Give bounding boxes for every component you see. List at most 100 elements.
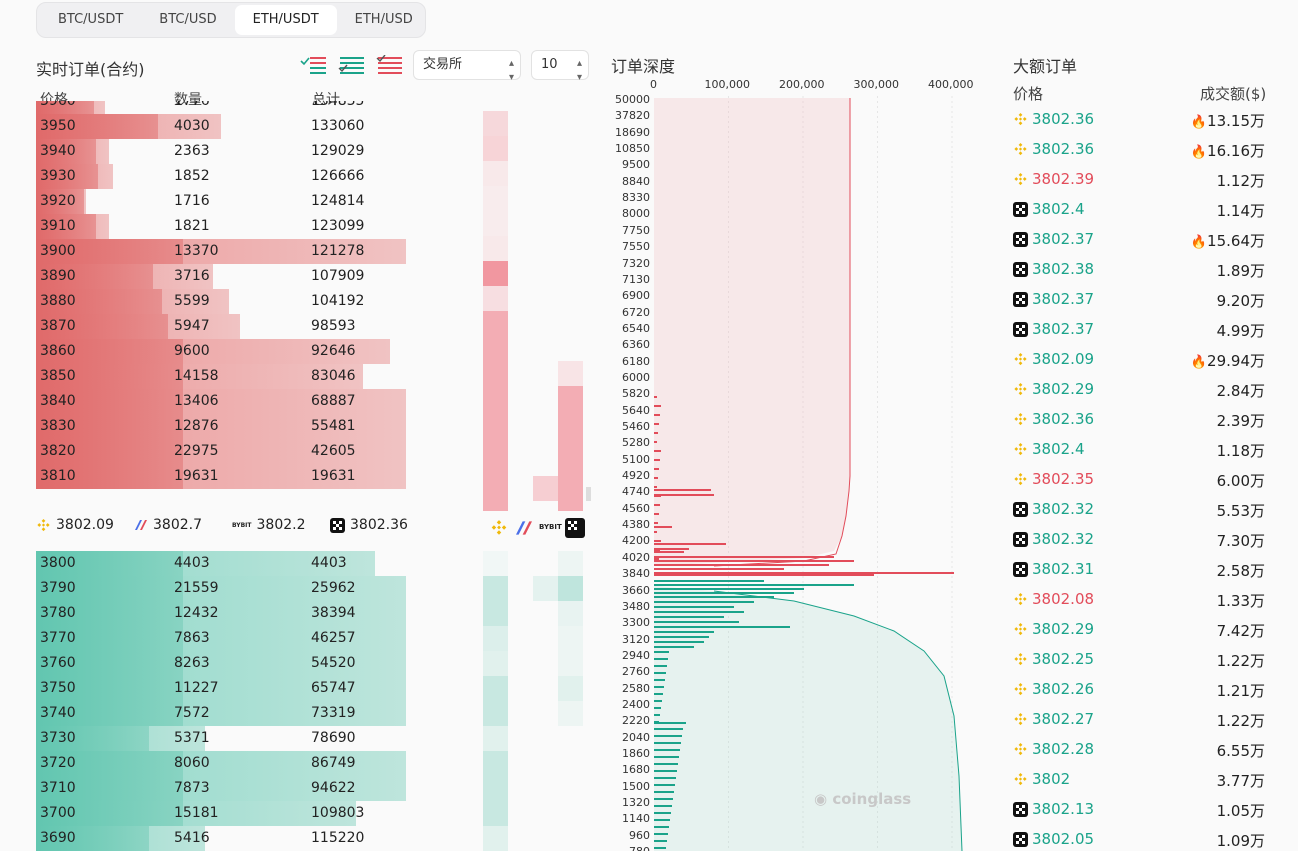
ask-row[interactable]: 3960 1776 134835 [36,101,436,114]
big-order-row[interactable]: 3802.05 1.09万 [1013,824,1273,851]
ask-row[interactable]: 3810 19631 19631 [36,464,436,489]
binance-icon [1014,472,1027,485]
ask-row[interactable]: 3850 14158 83046 [36,364,436,389]
bid-row[interactable]: 3740 7572 73319 [36,701,436,726]
okx-icon [1013,231,1028,247]
bid-row[interactable]: 3770 7863 46257 [36,626,436,651]
bid-row[interactable]: 3730 5371 78690 [36,726,436,751]
ask-heat-cell [483,161,508,186]
ask-row[interactable]: 3940 2363 129029 [36,139,436,164]
big-order-row[interactable]: 3802 3.77万 [1013,764,1273,794]
big-order-row[interactable]: 3802.4 1.18万 [1013,434,1273,464]
okx-icon [1013,501,1028,517]
big-order-amount-value: 16.16万 [1207,142,1265,160]
bybit-icon[interactable]: BYBIT [539,523,562,531]
view-bids-icon[interactable] [338,55,366,75]
tab-eth-usd[interactable]: ETH/USD [354,12,413,27]
tab-btc-usd[interactable]: BTC/USD [159,12,217,27]
depth-y-tick: 4560 [622,501,650,515]
bid-depth-bar [654,763,678,765]
big-order-amount: 3.77万 [1217,770,1265,791]
ask-row[interactable]: 3900 13370 121278 [36,239,436,264]
binance-icon[interactable] [490,519,508,537]
bid-row[interactable]: 3760 8263 54520 [36,651,436,676]
big-order-price: 3802.31 [1013,560,1094,578]
tab-btc-usdt[interactable]: BTC/USDT [58,12,124,27]
ask-row[interactable]: 3950 4030 133060 [36,114,436,139]
ask-price: 3830 [40,418,76,434]
bid-price: 3720 [40,755,76,771]
bid-row[interactable]: 3780 12432 38394 [36,601,436,626]
big-order-row[interactable]: 3802.36 🔥16.16万 [1013,134,1273,164]
ask-row[interactable]: 3930 1852 126666 [36,164,436,189]
bid-heat-cell [483,626,508,651]
depth-y-tick: 10850 [615,142,650,156]
ask-row[interactable]: 3910 1821 123099 [36,214,436,239]
pair-tabs: BTC/USDT BTC/USD ETH/USDT ETH/USD [36,2,426,38]
big-order-row[interactable]: 3802.13 1.05万 [1013,794,1273,824]
bid-depth-bar [654,791,674,793]
ask-row[interactable]: 3840 13406 68887 [36,389,436,414]
bid-row[interactable]: 3700 15181 109803 [36,801,436,826]
big-order-row[interactable]: 3802.32 7.30万 [1013,524,1273,554]
exchange-select[interactable]: 交易所 ▴ ▾ [413,50,521,83]
ask-row[interactable]: 3820 22975 42605 [36,439,436,464]
view-both-icon[interactable] [300,55,328,75]
big-order-price: 3802.37 [1013,230,1094,248]
bid-row[interactable]: 3800 4403 4403 [36,551,436,576]
bid-row[interactable]: 3710 7873 94622 [36,776,436,801]
tab-eth-usdt[interactable]: ETH/USDT [234,5,337,35]
bid-row[interactable]: 3790 21559 25962 [36,576,436,601]
big-order-row[interactable]: 3802.36 🔥13.15万 [1013,104,1273,134]
big-order-price: 3802.28 [1013,740,1094,758]
ask-total: 107909 [311,268,365,284]
depth-x-tick: 200,000 [779,78,825,91]
bid-row[interactable]: 3720 8060 86749 [36,751,436,776]
ask-row[interactable]: 3880 5599 104192 [36,289,436,314]
big-order-row[interactable]: 3802.4 1.14万 [1013,194,1273,224]
binance-icon [1014,412,1027,425]
big-order-row[interactable]: 3802.37 🔥15.64万 [1013,224,1273,254]
bid-size-bar [36,626,183,651]
bid-row[interactable]: 3750 11227 65747 [36,676,436,701]
ask-row[interactable]: 3920 1716 124814 [36,189,436,214]
ask-heat-cell [558,436,583,461]
bitmex-icon[interactable] [514,520,534,536]
depth-select[interactable]: 10 ▴ ▾ [531,50,589,83]
bid-total: 25962 [311,580,356,596]
big-order-row[interactable]: 3802.32 5.53万 [1013,494,1273,524]
ask-total: 55481 [311,418,356,434]
bid-size-bar [36,576,183,601]
big-order-row[interactable]: 3802.25 1.22万 [1013,644,1273,674]
depth-y-tick: 5460 [622,420,650,433]
big-order-row[interactable]: 3802.09 🔥29.94万 [1013,344,1273,374]
ask-row[interactable]: 3870 5947 98593 [36,314,436,339]
big-order-row[interactable]: 3802.08 1.33万 [1013,584,1273,614]
ask-row[interactable]: 3860 9600 92646 [36,339,436,364]
bid-depth-bar [654,693,663,695]
big-order-price-value: 3802.32 [1032,500,1095,518]
big-order-row[interactable]: 3802.29 7.42万 [1013,614,1273,644]
big-order-row[interactable]: 3802.28 6.55万 [1013,734,1273,764]
depth-y-tick: 960 [629,828,650,842]
big-order-row[interactable]: 3802.29 2.84万 [1013,374,1273,404]
big-order-row[interactable]: 3802.31 2.58万 [1013,554,1273,584]
big-order-row[interactable]: 3802.26 1.21万 [1013,674,1273,704]
big-order-row[interactable]: 3802.36 2.39万 [1013,404,1273,434]
okx-icon [330,517,345,533]
bid-row[interactable]: 3690 5416 115220 [36,826,436,851]
big-order-row[interactable]: 3802.27 1.22万 [1013,704,1273,734]
scrollbar[interactable] [586,487,591,501]
big-order-row[interactable]: 3802.37 4.99万 [1013,314,1273,344]
big-order-row[interactable]: 3802.37 9.20万 [1013,284,1273,314]
bid-qty: 15181 [174,805,219,821]
big-order-row[interactable]: 3802.35 6.00万 [1013,464,1273,494]
big-order-row[interactable]: 3802.38 1.89万 [1013,254,1273,284]
view-asks-icon[interactable] [376,55,404,75]
ask-row[interactable]: 3890 3716 107909 [36,264,436,289]
ask-row[interactable]: 3830 12876 55481 [36,414,436,439]
big-order-amount: 1.05万 [1217,800,1265,821]
big-order-row[interactable]: 3802.39 1.12万 [1013,164,1273,194]
okx-icon[interactable] [565,518,585,538]
bid-depth-bar [654,606,734,608]
